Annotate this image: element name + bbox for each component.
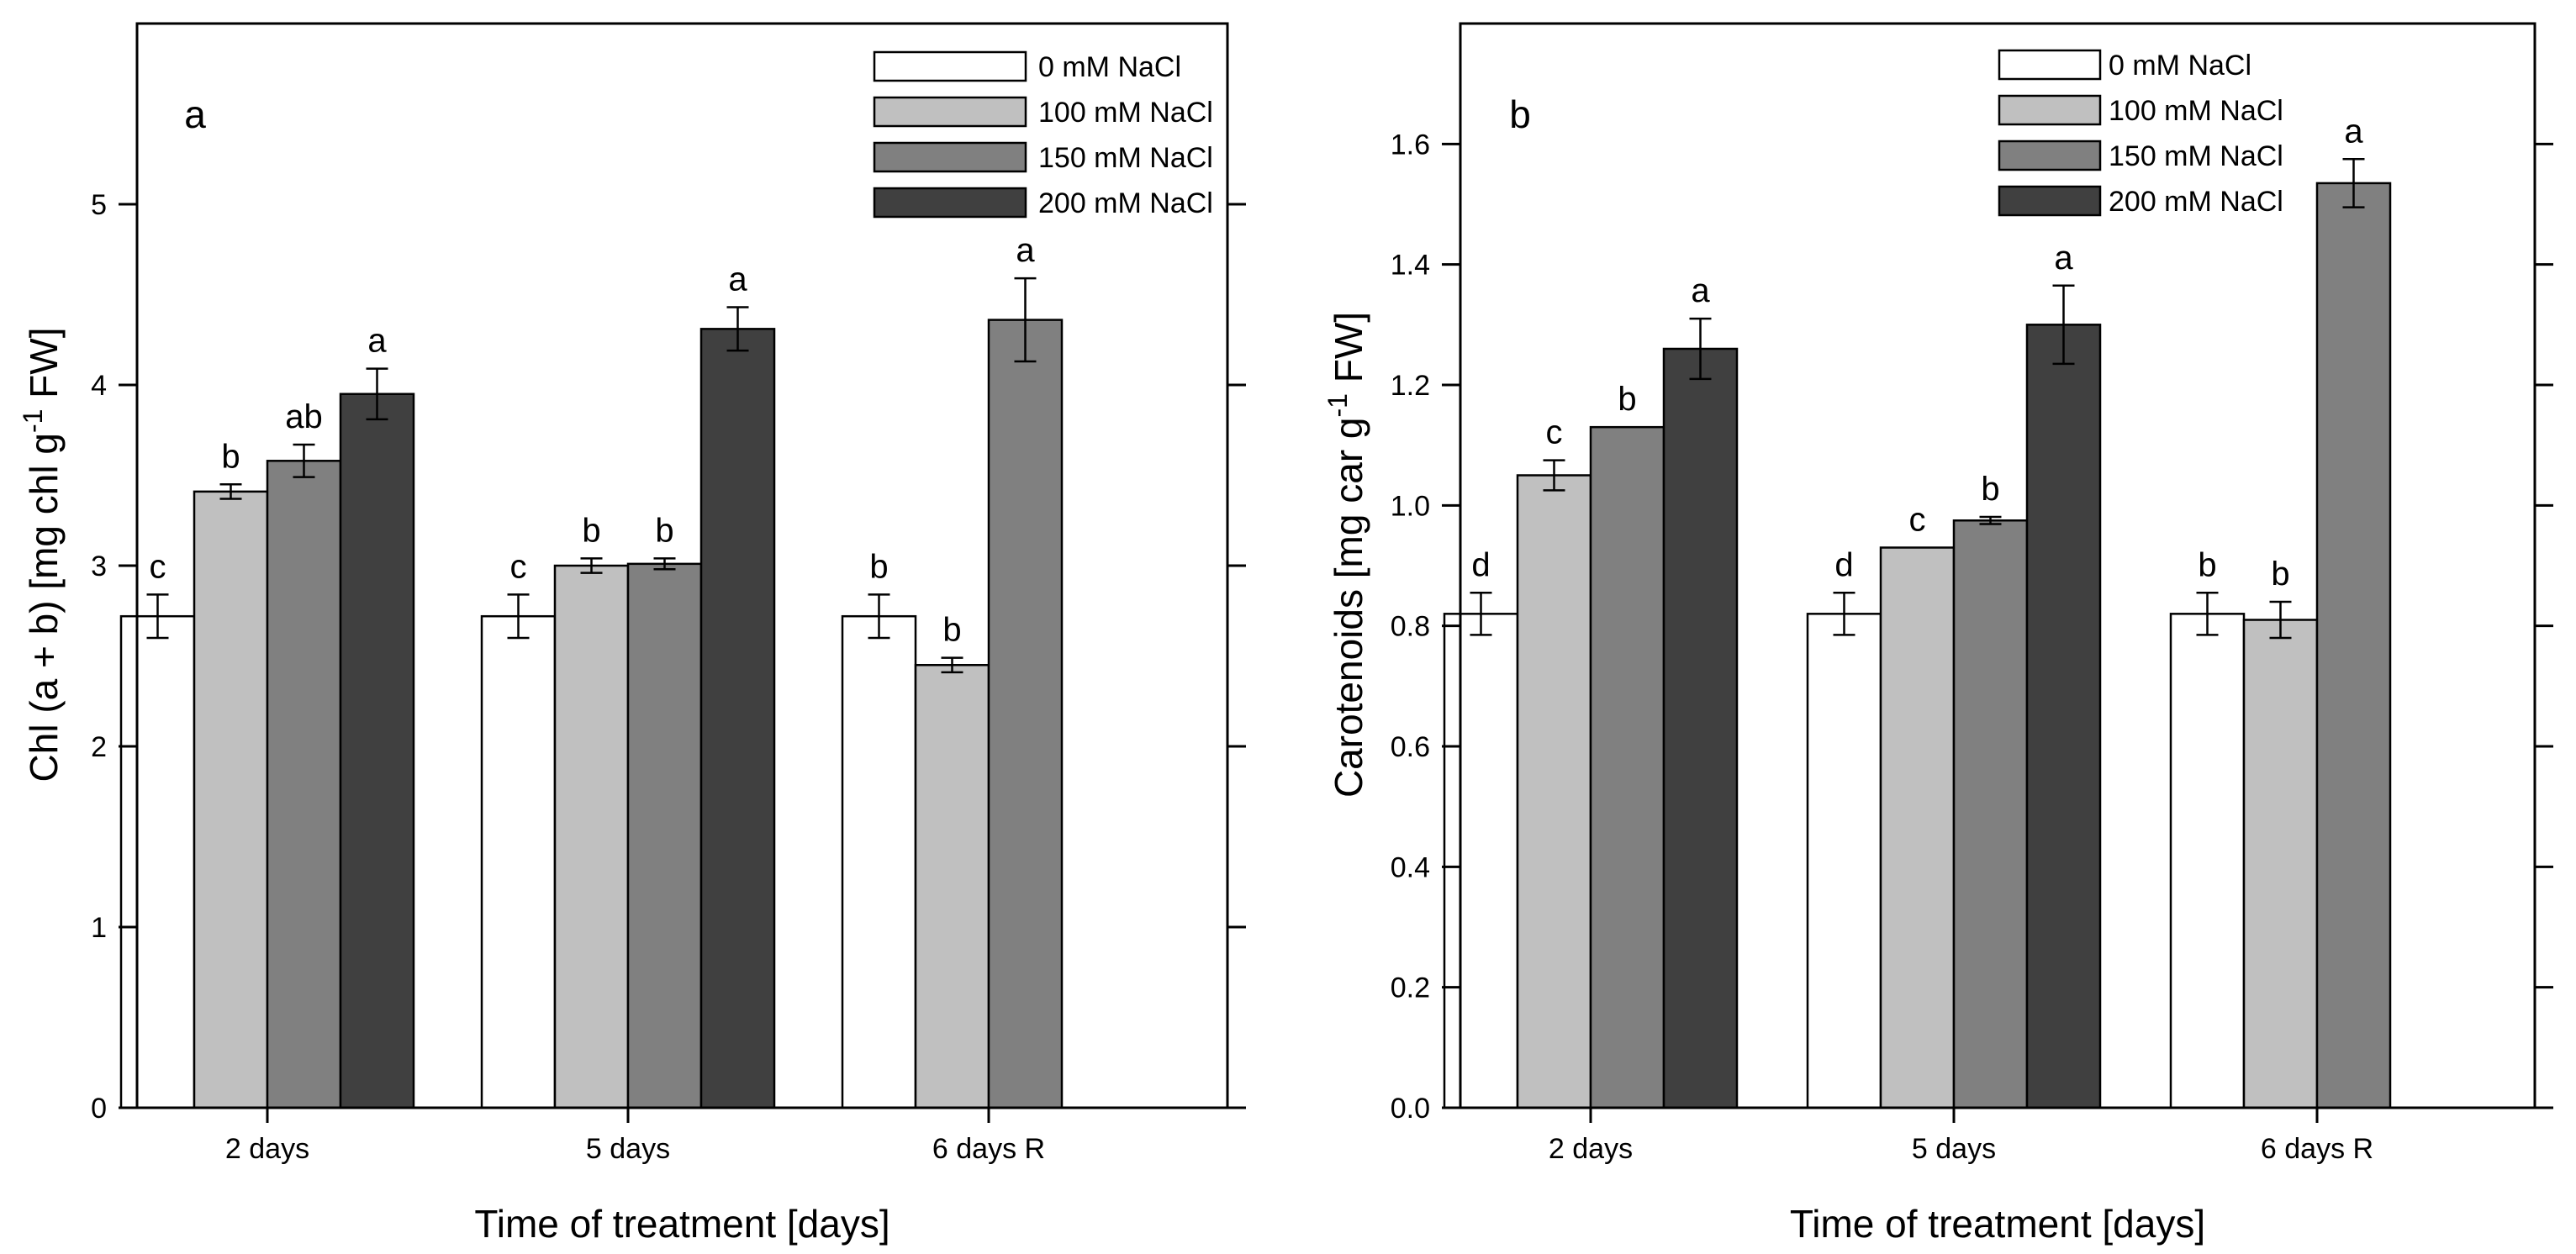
bar [841, 614, 917, 1109]
significance-label: a [728, 261, 747, 298]
legend-label: 150 mM NaCl [2109, 140, 2283, 172]
panel-label: b [1509, 92, 1531, 136]
bar [1879, 546, 1956, 1109]
legend: 0 mM NaCl 100 mM NaCl 150 mM NaCl 200 mM Na… [873, 50, 1213, 219]
bar [2242, 619, 2319, 1109]
x-tick-label: 6 days R [2261, 1133, 2373, 1165]
significance-label: c [1909, 502, 1926, 539]
bar [480, 614, 557, 1109]
significance-label: b [1981, 471, 1999, 508]
significance-label: b [942, 612, 961, 649]
bar [626, 562, 703, 1109]
bar [2025, 324, 2102, 1109]
y-tick-label: 1.0 [1391, 490, 1430, 522]
x-tick-label: 2 days [1549, 1133, 1633, 1165]
panel-label: a [184, 92, 206, 136]
y-axis-title-superscript: -1 [1322, 393, 1353, 417]
bar [914, 664, 990, 1109]
x-axis-title: Time of treatment [days] [1790, 1202, 2205, 1246]
y-tick-label: 0.4 [1391, 851, 1430, 883]
x-tick-label: 2 days [225, 1133, 309, 1165]
legend-swatch [873, 141, 1027, 173]
legend-swatch [1998, 94, 2102, 126]
y-tick-label: 1.6 [1391, 129, 1430, 161]
y-axis-title-superscript: -1 [18, 409, 48, 433]
y-tick-label: 0.0 [1391, 1093, 1430, 1125]
significance-label: c [150, 548, 166, 585]
bar [2315, 182, 2392, 1109]
bar [1516, 474, 1592, 1109]
bar [1589, 425, 1665, 1109]
bar [1662, 347, 1739, 1109]
y-tick-label: 0.2 [1391, 972, 1430, 1004]
significance-label: ab [285, 398, 323, 435]
legend-label: 100 mM NaCl [2109, 95, 2283, 127]
legend-swatch [873, 96, 1027, 128]
significance-label: b [221, 438, 240, 475]
significance-label: d [1471, 546, 1490, 583]
significance-label: a [1691, 272, 1710, 309]
bar [193, 490, 269, 1109]
legend-label: 200 mM NaCl [1038, 187, 1213, 219]
y-axis-title-main: Chl (a + b) [mg chl g [22, 433, 66, 782]
y-tick-label: 1.4 [1391, 250, 1430, 282]
bar [266, 460, 342, 1109]
significance-label: a [1016, 232, 1035, 269]
legend-swatch [873, 50, 1027, 82]
x-tick-label: 5 days [1912, 1133, 1996, 1165]
x-tick-label: 6 days R [932, 1133, 1045, 1165]
significance-label: c [510, 548, 527, 585]
legend-swatch [873, 187, 1027, 219]
significance-label: b [655, 512, 673, 549]
y-tick-label: 1.2 [1391, 370, 1430, 402]
x-axis-title: Time of treatment [days] [474, 1202, 889, 1246]
bar [553, 564, 630, 1109]
bar [1806, 613, 1882, 1109]
y-tick-label: 0 [91, 1093, 107, 1125]
significance-label: b [869, 548, 888, 585]
plot-frame [1459, 22, 2536, 1109]
bar [339, 393, 415, 1109]
significance-label: a [367, 323, 387, 360]
bar [1952, 519, 2029, 1109]
bar [987, 319, 1064, 1109]
legend-swatch [1998, 185, 2102, 217]
significance-label: b [2271, 556, 2289, 593]
bar [1443, 613, 1519, 1109]
y-tick-label: 5 [91, 189, 107, 221]
x-tick-label: 5 days [586, 1133, 670, 1165]
y-tick-label: 1 [91, 912, 107, 944]
legend-label: 150 mM NaCl [1038, 142, 1213, 174]
legend-label: 0 mM NaCl [1038, 51, 1181, 83]
significance-label: a [2344, 113, 2363, 150]
legend: 0 mM NaCl 100 mM NaCl 150 mM NaCl 200 mM Na… [1998, 49, 2283, 218]
significance-label: b [1618, 381, 1636, 418]
bar [699, 328, 776, 1109]
significance-label: a [2054, 240, 2073, 277]
bar [2169, 613, 2246, 1109]
y-tick-label: 0.8 [1391, 611, 1430, 643]
y-axis-title: Chl (a + b) [mg chl g-1 FW] [18, 328, 66, 782]
y-axis-title-tail: FW] [1327, 312, 1370, 393]
y-tick-label: 2 [91, 731, 107, 763]
y-tick-label: 3 [91, 551, 107, 582]
significance-label: c [1546, 414, 1563, 451]
significance-label: d [1834, 546, 1853, 583]
legend-label: 0 mM NaCl [2109, 50, 2251, 82]
y-tick-label: 0.6 [1391, 731, 1430, 763]
legend-label: 100 mM NaCl [1038, 97, 1213, 129]
significance-label: b [2198, 546, 2216, 583]
y-tick-label: 4 [91, 370, 107, 402]
significance-label: b [582, 512, 600, 549]
y-axis-title-tail: FW] [22, 328, 66, 409]
chart-panel-b: d c b a d c b a b b a 0.0 0.2 0.4 0.6 0.8 1.0 1.2 1.4 1.6 2 … [1322, 22, 2553, 1246]
legend-swatch [1998, 140, 2102, 171]
legend-swatch [1998, 49, 2102, 81]
bar [119, 614, 196, 1109]
y-axis-title-main: Carotenoids [mg car g [1327, 417, 1370, 798]
y-axis-title: Carotenoids [mg car g-1 FW] [1322, 312, 1370, 798]
legend-label: 200 mM NaCl [2109, 186, 2283, 218]
